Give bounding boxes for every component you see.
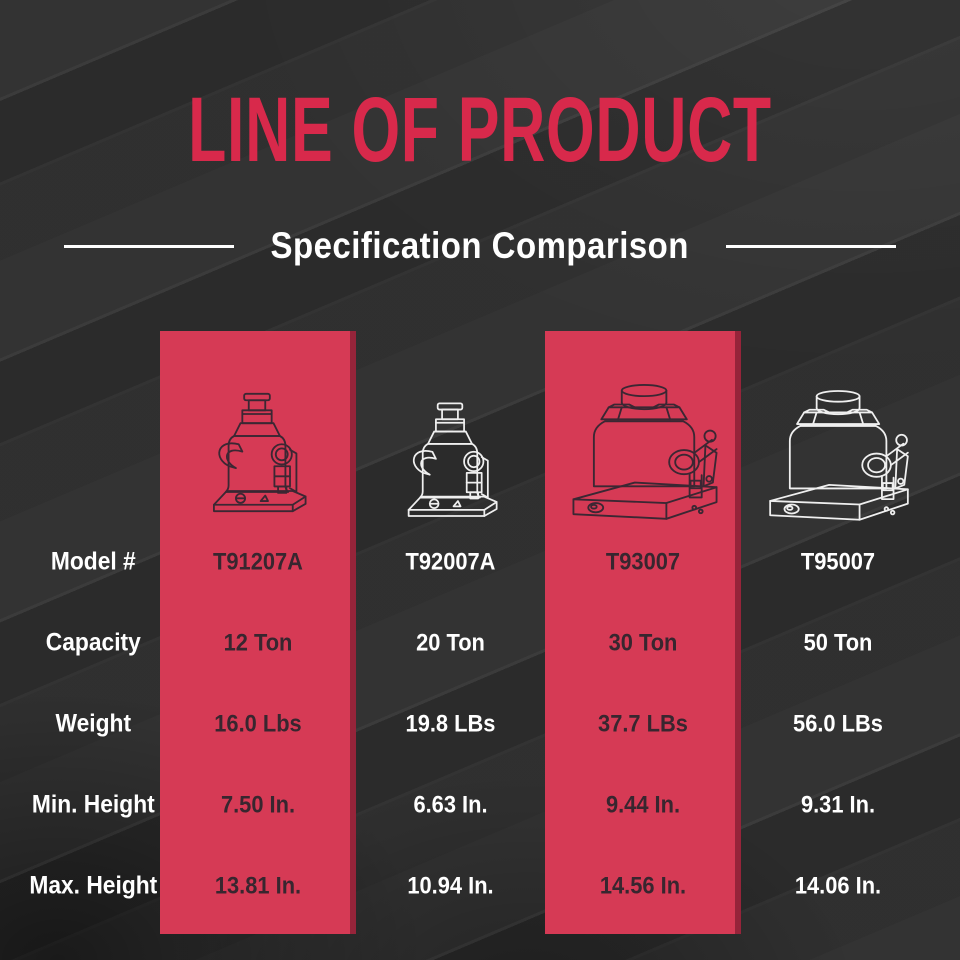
model-value-col4: T95007	[800, 547, 876, 575]
capacity-value-col3: 30 Ton	[608, 628, 678, 656]
row-label-model: Model #	[50, 546, 136, 576]
row-label-min-height: Min. Height	[31, 789, 155, 819]
max-height-value-col1: 13.81 In.	[214, 871, 302, 899]
model-value-col1: T91207A	[213, 547, 303, 575]
bottle-jack-large-icon	[763, 384, 915, 524]
weight-value-col1: 16.0 Lbs	[214, 709, 302, 737]
page-title: LINE OF PRODUCT	[188, 79, 772, 181]
bottle-jack-small-icon	[202, 389, 312, 527]
capacity-value-col2: 20 Ton	[416, 628, 485, 656]
min-height-value-col4: 9.31 In.	[800, 790, 876, 818]
subtitle-right-rule	[725, 245, 896, 248]
model-value-col2: T92007A	[405, 547, 496, 575]
model-value-col3: T93007	[605, 547, 681, 575]
bottle-jack-large-icon	[566, 377, 724, 524]
row-label-max-height: Max. Height	[29, 870, 158, 900]
row-label-capacity: Capacity	[45, 627, 141, 657]
weight-value-col2: 19.8 LBs	[405, 709, 496, 737]
min-height-value-col3: 9.44 In.	[605, 790, 681, 818]
weight-value-col4: 56.0 LBs	[793, 709, 883, 737]
capacity-value-col1: 12 Ton	[223, 628, 293, 656]
subtitle-left-rule	[64, 245, 235, 248]
max-height-value-col4: 14.06 In.	[794, 871, 882, 899]
subtitle: Specification Comparison	[270, 225, 690, 267]
subtitle-row: Specification Comparison	[0, 225, 960, 267]
max-height-value-col2: 10.94 In.	[407, 871, 494, 899]
bottle-jack-small-icon	[396, 399, 504, 531]
min-height-value-col2: 6.63 In.	[413, 790, 488, 818]
min-height-value-col1: 7.50 In.	[220, 790, 296, 818]
capacity-value-col4: 50 Ton	[803, 628, 873, 656]
row-label-weight: Weight	[55, 708, 132, 738]
highlight-band-column-1	[160, 331, 356, 934]
weight-value-col3: 37.7 LBs	[598, 709, 688, 737]
spec-table: Model # T91207A T92007A T93007 T95007 Ca…	[0, 521, 935, 926]
max-height-value-col3: 14.56 In.	[599, 871, 687, 899]
